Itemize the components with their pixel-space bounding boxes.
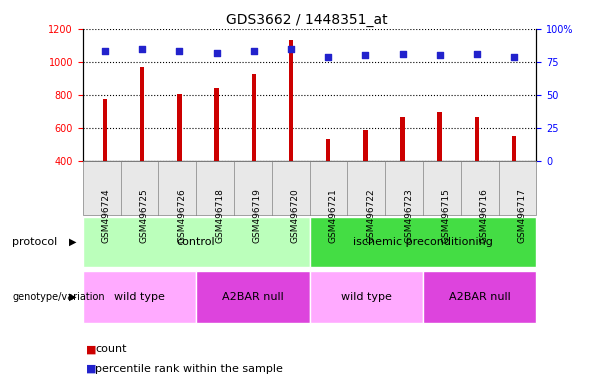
Text: GSM496716: GSM496716 [479,188,489,243]
Point [137,46,147,52]
Text: protocol: protocol [12,237,58,247]
Text: GSM496724: GSM496724 [102,188,111,243]
Text: GSM496721: GSM496721 [329,188,338,243]
Bar [438,113,442,161]
Text: GSM496720: GSM496720 [291,188,300,243]
Text: GSM496718: GSM496718 [215,188,224,243]
Bar [289,40,293,161]
Text: ▶: ▶ [69,237,76,247]
Text: GSM496722: GSM496722 [367,188,375,243]
Text: GSM496719: GSM496719 [253,188,262,243]
Bar [140,67,145,161]
Text: ▶: ▶ [69,291,76,302]
Text: A2BAR null: A2BAR null [222,291,284,302]
Bar [400,118,405,161]
Text: GSM496726: GSM496726 [177,188,186,243]
Point [509,53,519,60]
Text: genotype/variation: genotype/variation [12,291,105,302]
Text: GSM496715: GSM496715 [442,188,451,243]
Text: count: count [95,344,126,354]
Point [323,53,333,60]
Bar [363,130,368,161]
Point [249,48,259,55]
Text: A2BAR null: A2BAR null [449,291,511,302]
Point [472,51,482,57]
Text: ischemic preconditioning: ischemic preconditioning [353,237,493,247]
Point [286,46,296,52]
Text: percentile rank within the sample: percentile rank within the sample [95,364,283,374]
Text: GSM496723: GSM496723 [404,188,413,243]
Text: ■: ■ [86,364,96,374]
Point [398,51,408,57]
Text: GSM496725: GSM496725 [140,188,148,243]
Bar [474,117,479,161]
Bar [512,136,516,161]
Bar [326,139,330,161]
Text: GDS3662 / 1448351_at: GDS3662 / 1448351_at [226,13,387,27]
Point [360,52,370,58]
Bar [103,99,107,161]
Point [211,50,221,56]
Text: GSM496717: GSM496717 [517,188,527,243]
Point [435,52,444,58]
Text: wild type: wild type [341,291,392,302]
Bar [177,94,181,161]
Text: control: control [177,237,216,247]
Point [100,48,110,55]
Bar [251,74,256,161]
Text: ■: ■ [86,344,96,354]
Point [175,48,185,55]
Text: wild type: wild type [114,291,165,302]
Bar [215,88,219,161]
